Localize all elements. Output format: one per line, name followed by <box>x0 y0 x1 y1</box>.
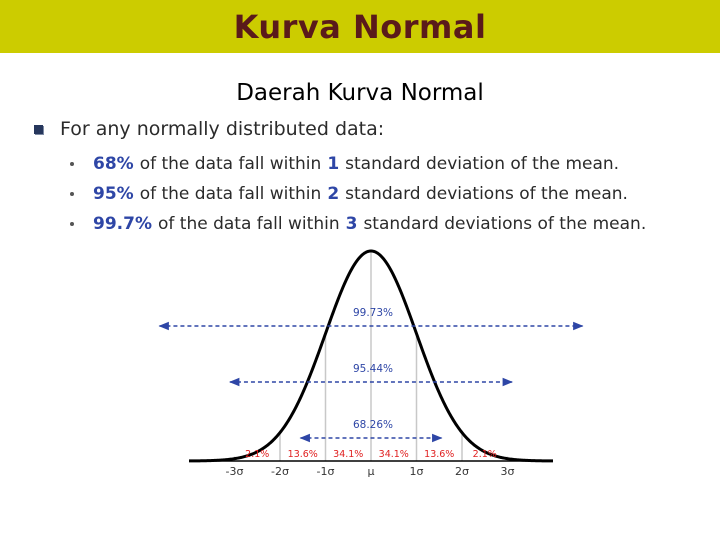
tick-label: -2σ <box>271 465 289 478</box>
list-item: 95% of the data fall within 2 standard d… <box>70 179 646 209</box>
tick-label: μ <box>368 465 375 478</box>
intro-bullet: For any normally distributed data: <box>34 118 384 140</box>
bullet-percent: 95% <box>93 184 134 204</box>
dot-bullet-icon <box>70 162 74 166</box>
title-bar: Kurva Normal <box>0 0 720 53</box>
tick-label: 3σ <box>501 465 515 478</box>
bullet-sigma-count: 2 <box>327 184 340 204</box>
bullet-text-b: standard deviations of the mean. <box>363 214 647 234</box>
region-label: 2.1% <box>245 449 269 460</box>
sub-bullet-list: 68% of the data fall within 1 standard d… <box>70 149 646 239</box>
bullet-sigma-count: 3 <box>345 214 358 234</box>
slide-subtitle: Daerah Kurva Normal <box>236 80 484 106</box>
tick-label: 2σ <box>455 465 469 478</box>
dot-bullet-icon <box>70 222 74 226</box>
region-label: 13.6% <box>424 449 454 460</box>
bullet-percent: 99.7% <box>93 214 152 234</box>
range-label: 99.73% <box>353 307 393 319</box>
square-bullet-icon <box>34 124 43 134</box>
range-arrows: 99.73% 95.44% 68.26% <box>158 307 584 443</box>
tick-label: 1σ <box>410 465 424 478</box>
region-labels: 2.1% 13.6% 34.1% 34.1% 13.6% 2.1% <box>245 449 497 460</box>
region-label: 2.1% <box>473 449 497 460</box>
bullet-text-a: of the data fall within <box>157 214 340 234</box>
bullet-text-a: of the data fall within <box>139 154 322 174</box>
range-label: 95.44% <box>353 363 393 375</box>
axis-tick-labels: -3σ -2σ -1σ μ 1σ 2σ 3σ <box>226 465 515 478</box>
tick-label: -1σ <box>317 465 335 478</box>
tick-label: -3σ <box>226 465 244 478</box>
bullet-text-b: standard deviation of the mean. <box>345 154 620 174</box>
range-label: 68.26% <box>353 419 393 431</box>
bullet-text-b: standard deviations of the mean. <box>345 184 628 204</box>
region-label: 34.1% <box>379 449 409 460</box>
region-label: 34.1% <box>333 449 363 460</box>
page-title: Kurva Normal <box>233 7 487 46</box>
dot-bullet-icon <box>70 192 74 196</box>
bullet-sigma-count: 1 <box>327 154 340 174</box>
region-label: 13.6% <box>288 449 318 460</box>
list-item: 68% of the data fall within 1 standard d… <box>70 149 646 179</box>
intro-text: For any normally distributed data: <box>60 118 385 140</box>
bullet-percent: 68% <box>93 154 134 174</box>
bullet-text-a: of the data fall within <box>139 184 322 204</box>
bell-curve <box>188 249 554 463</box>
list-item: 99.7% of the data fall within 3 standard… <box>70 209 646 239</box>
